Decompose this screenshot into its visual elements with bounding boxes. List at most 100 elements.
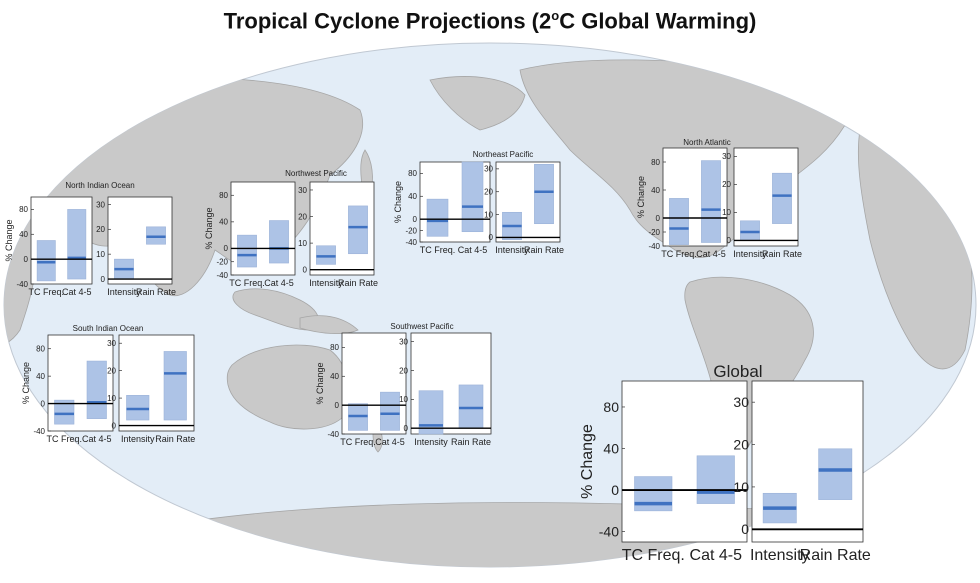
northwest-pacific-left-box-1 [269, 220, 289, 264]
northwest-pacific-left-category-1: Cat 4-5 [264, 278, 294, 288]
south-indian-ocean-right-box-1 [163, 351, 187, 421]
north-atlantic-left-category-0: TC Freq. [661, 249, 697, 259]
global-title: Global [713, 362, 762, 381]
global-left-tick-label-0: -40 [599, 524, 619, 540]
north-indian-ocean-left-category-1: Cat 4-5 [62, 287, 92, 297]
northeast-pacific-right-tick-label-0: 0 [489, 233, 494, 242]
south-indian-ocean-right-tick-label-0: 0 [112, 421, 117, 430]
north-atlantic-left-tick-label-2: 0 [656, 214, 661, 223]
northwest-pacific-right-tick-label-2: 20 [298, 212, 307, 221]
northeast-pacific-left-tick-label-2: 0 [413, 215, 418, 224]
northwest-pacific-left-box-0 [237, 234, 257, 268]
northwest-pacific-left-category-0: TC Freq. [229, 278, 265, 288]
northeast-pacific-left-box-1 [461, 161, 484, 233]
north-indian-ocean-right-category-1: Rain Rate [136, 287, 176, 297]
northeast-pacific-left-ylabel: % Change [393, 181, 403, 223]
global-left-ylabel: % Change [579, 424, 596, 499]
north-indian-ocean-left-ylabel: % Change [4, 219, 14, 261]
north-indian-ocean-right-tick-label-1: 10 [96, 250, 105, 259]
global-left-tick-label-2: 40 [603, 440, 619, 456]
northwest-pacific-left-ylabel: % Change [204, 207, 214, 249]
southwest-pacific-right-category-0: Intensity [414, 437, 448, 447]
south-indian-ocean-right-box-0 [126, 395, 150, 421]
northwest-pacific-right-tick-label-3: 30 [298, 186, 307, 195]
north-atlantic-right-category-1: Rain Rate [762, 249, 802, 259]
northwest-pacific-left-tick-label-3: 40 [219, 218, 228, 227]
northwest-pacific-left-tick-label-2: 0 [224, 244, 229, 253]
south-indian-ocean-right-category-0: Intensity [121, 434, 155, 444]
southwest-pacific-right-box-1 [458, 384, 484, 429]
global-right-tick-label-0: 0 [741, 521, 749, 537]
southwest-pacific-left-tick-label-3: 80 [330, 343, 339, 352]
north-atlantic-left-box-1 [701, 160, 721, 243]
chart-title: Tropical Cyclone Projections (2oC Global… [0, 8, 980, 34]
north-atlantic-left-tick-label-3: 40 [651, 186, 660, 195]
north-atlantic-title: North Atlantic [683, 138, 731, 147]
north-indian-ocean-left-tick-label-0: -40 [16, 280, 28, 289]
southwest-pacific-left-tick-label-0: -40 [327, 430, 339, 439]
northwest-pacific-right-tick-label-0: 0 [303, 265, 308, 274]
north-atlantic-left-tick-label-4: 80 [651, 158, 660, 167]
south-indian-ocean-left-box-0 [54, 399, 75, 425]
northeast-pacific-left-tick-label-3: 40 [408, 192, 417, 201]
south-indian-ocean-right-tick-label-2: 20 [107, 366, 116, 375]
north-indian-ocean-left-box-1 [67, 209, 87, 280]
south-indian-ocean-left-tick-label-3: 80 [36, 345, 45, 354]
south-indian-ocean-right-category-1: Rain Rate [155, 434, 195, 444]
northeast-pacific-title: Northeast Pacific [473, 150, 533, 159]
northwest-pacific-left-tick-label-1: -20 [216, 258, 228, 267]
northeast-pacific-right-box-1 [534, 163, 554, 225]
global-right-category-0: Intensity [750, 547, 810, 564]
south-indian-ocean-left-tick-label-2: 40 [36, 372, 45, 381]
north-atlantic-right-tick-label-2: 20 [722, 180, 731, 189]
northeast-pacific-left-tick-label-0: -40 [405, 238, 417, 247]
northeast-pacific-left-tick-label-4: 80 [408, 169, 417, 178]
south-indian-ocean-left-category-0: TC Freq. [46, 434, 82, 444]
northeast-pacific-left-category-0: TC Freq. [420, 245, 456, 255]
northeast-pacific-right-tick-label-3: 30 [484, 165, 493, 174]
southwest-pacific-title: Southwest Pacific [390, 322, 453, 331]
north-atlantic-right-tick-label-3: 30 [722, 152, 731, 161]
southwest-pacific-right-tick-label-2: 20 [399, 366, 408, 375]
northeast-pacific-left-tick-label-1: -20 [405, 226, 417, 235]
global-right-tick-label-3: 30 [733, 394, 749, 410]
north-atlantic-left-box-0 [669, 198, 689, 245]
global-right-category-1: Rain Rate [800, 547, 871, 564]
north-indian-ocean-left-tick-label-2: 40 [19, 230, 28, 239]
north-atlantic-left-category-1: Cat 4-5 [696, 249, 726, 259]
north-atlantic-right-box-1 [772, 172, 792, 224]
northwest-pacific-left-tick-label-4: 80 [219, 191, 228, 200]
north-atlantic-right-tick-label-1: 10 [722, 208, 731, 217]
southwest-pacific-right-tick-label-3: 30 [399, 337, 408, 346]
southwest-pacific-right-category-1: Rain Rate [451, 437, 491, 447]
australia [226, 344, 349, 430]
north-indian-ocean-right-tick-label-2: 20 [96, 225, 105, 234]
northwest-pacific-title: Northwest Pacific [285, 169, 347, 178]
global-left-category-0: TC Freq. [622, 547, 685, 564]
northwest-pacific-left-tick-label-0: -40 [216, 271, 228, 280]
chart-title-rest: C Global Warming) [559, 8, 757, 34]
south-indian-ocean-right-tick-label-1: 10 [107, 394, 116, 403]
southwest-pacific-left-tick-label-1: 0 [335, 401, 340, 410]
chart-title-main: Tropical Cyclone Projections (2 [223, 8, 552, 34]
global-right-tick-label-1: 10 [733, 479, 749, 495]
north-indian-ocean-right-category-0: Intensity [107, 287, 141, 297]
north-indian-ocean-left-box-0 [36, 240, 56, 282]
southwest-pacific-right-box-0 [418, 390, 444, 435]
south-indian-ocean-left-category-1: Cat 4-5 [82, 434, 112, 444]
north-indian-ocean-right-tick-label-3: 30 [96, 200, 105, 209]
global-left-category-1: Cat 4-5 [690, 547, 743, 564]
northwest-pacific-right-category-1: Rain Rate [338, 278, 378, 288]
south-indian-ocean-left-tick-label-0: -40 [33, 427, 45, 436]
northeast-pacific-right-tick-label-1: 10 [484, 210, 493, 219]
global-left-tick-label-1: 0 [611, 482, 619, 498]
alaska-region [429, 76, 526, 131]
north-atlantic-left-ylabel: % Change [636, 176, 646, 218]
south-indian-ocean-title: South Indian Ocean [73, 324, 144, 333]
north-indian-ocean-right-tick-label-0: 0 [101, 275, 106, 284]
chart-title-degree: o [551, 8, 560, 23]
north-atlantic-left-tick-label-1: -20 [648, 228, 660, 237]
global-right-tick-label-2: 20 [733, 436, 749, 452]
northeast-pacific-left-box-0 [426, 198, 449, 237]
